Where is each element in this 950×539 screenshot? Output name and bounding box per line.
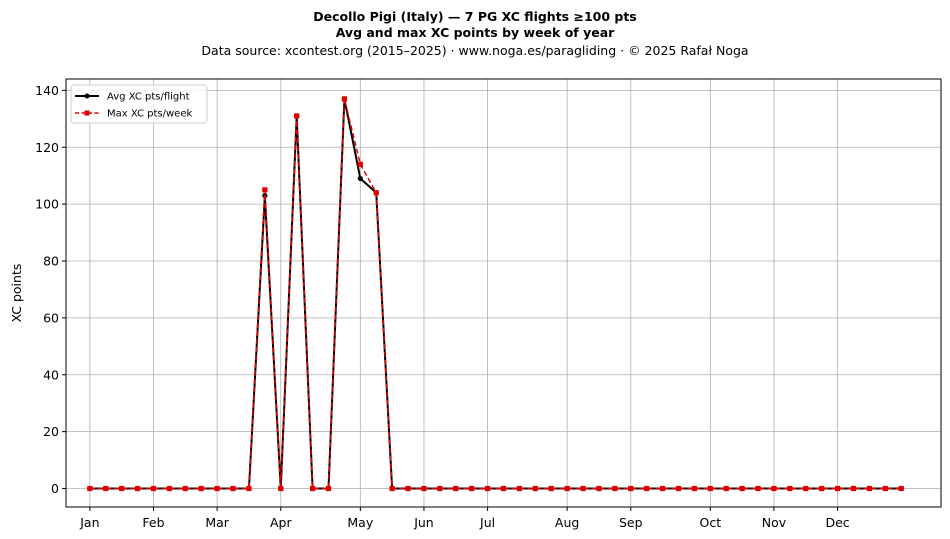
legend-label-avg: Avg XC pts/flight [107, 92, 190, 103]
x-tick-label-jan: Jan [79, 515, 99, 530]
data-point [819, 485, 825, 492]
data-point [739, 485, 745, 492]
data-point [644, 485, 650, 492]
data-point [691, 485, 698, 492]
series-layer [87, 96, 904, 492]
series-line [89, 98, 902, 490]
data-point [628, 485, 634, 492]
data-point [850, 485, 857, 492]
data-point [198, 485, 204, 492]
data-point [357, 161, 363, 167]
data-point [898, 485, 904, 492]
data-point [564, 485, 570, 492]
data-point [294, 113, 300, 119]
x-tick-label-nov: Nov [762, 515, 787, 530]
data-point [580, 485, 586, 492]
x-tick-label-mar: Mar [205, 515, 229, 530]
y-tick-label: 120 [35, 140, 59, 155]
data-point [453, 485, 459, 492]
data-point [150, 485, 157, 492]
data-point [182, 485, 188, 492]
data-point [230, 485, 236, 492]
x-tick-label-feb: Feb [142, 515, 164, 530]
data-point [675, 485, 682, 492]
data-point [87, 485, 93, 492]
data-point [246, 485, 252, 492]
data-point [484, 485, 491, 492]
x-tick-label-oct: Oct [700, 515, 722, 530]
data-point [707, 485, 713, 492]
data-point [723, 485, 729, 492]
x-tick-label-sep: Sep [619, 515, 643, 530]
data-point [405, 485, 411, 492]
y-tick-label: 80 [43, 254, 59, 269]
data-point [659, 485, 666, 492]
legend-marker-max [84, 110, 90, 116]
data-point [516, 485, 523, 492]
chart-title-line2: Avg and max XC points by week of year [336, 25, 615, 40]
data-point [612, 485, 618, 492]
data-point [834, 485, 841, 492]
data-point [803, 485, 809, 492]
data-point [469, 485, 475, 492]
data-point [341, 96, 348, 102]
data-point [437, 485, 443, 492]
y-axis-label: XC points [9, 264, 24, 323]
y-tick-label: 20 [43, 424, 59, 439]
series-max [87, 96, 904, 492]
legend-marker-avg [84, 93, 90, 99]
data-point [532, 485, 538, 492]
data-point [596, 485, 602, 492]
data-point [119, 485, 125, 492]
y-tick-label: 60 [43, 310, 59, 325]
data-point [771, 485, 777, 492]
data-point [548, 485, 554, 492]
data-point [882, 485, 888, 492]
data-point [278, 485, 284, 492]
data-point [787, 485, 793, 492]
chart-subtitle: Data source: xcontest.org (2015–2025) · … [201, 43, 748, 58]
data-point [357, 175, 363, 182]
data-point [755, 485, 761, 492]
data-point [373, 190, 379, 196]
y-tick-label: 40 [43, 367, 59, 382]
data-point [166, 485, 173, 492]
data-point [134, 485, 141, 492]
chart-title-line1: Decollo Pigi (Italy) — 7 PG XC flights ≥… [313, 9, 637, 24]
data-point [866, 485, 873, 492]
x-tick-label-may: May [347, 515, 373, 530]
data-point [325, 485, 332, 492]
data-point [421, 485, 427, 492]
x-tick-label-apr: Apr [270, 515, 292, 530]
y-tick-label: 100 [35, 197, 59, 212]
y-tick-label: 140 [35, 83, 59, 98]
x-tick-label-dec: Dec [825, 515, 849, 530]
data-point [214, 485, 220, 492]
x-tick-label-jun: Jun [413, 515, 434, 530]
plot-frame [65, 78, 942, 508]
legend-box [70, 84, 208, 124]
legend: Avg XC pts/flight Max XC pts/week [70, 84, 208, 124]
data-point [500, 485, 507, 492]
legend-label-max: Max XC pts/week [107, 109, 192, 120]
data-point [103, 485, 109, 492]
x-tick-label-jul: Jul [479, 515, 495, 530]
data-point [389, 485, 395, 492]
x-tick-label-aug: Aug [555, 515, 579, 530]
series-line [89, 97, 902, 490]
data-point [309, 485, 316, 492]
y-tick-label: 0 [51, 481, 59, 496]
grid [66, 79, 941, 507]
axis-ticks: 0 20 40 60 80 100 120 140 Jan Feb Mar Apr May Jun Jul A… [35, 83, 850, 530]
data-point [262, 187, 268, 193]
